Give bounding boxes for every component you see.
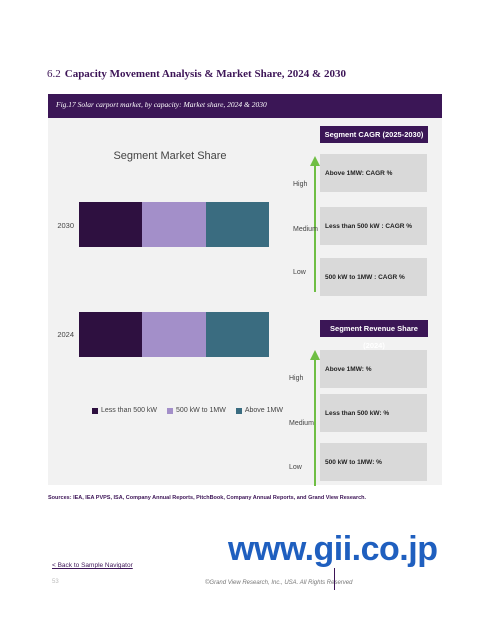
legend-swatch: [235, 407, 242, 414]
cagr-box-above-1mw: Above 1MW: CAGR %: [320, 154, 427, 192]
footer-divider: [334, 568, 335, 590]
legend-swatch: [92, 407, 98, 414]
chart-legend: Less than 500 kW 500 kW to 1MW Above 1MW: [92, 407, 283, 414]
section-title: 6.2 Capacity Movement Analysis & Market S…: [47, 68, 346, 80]
legend-item: Less than 500 kW: [92, 407, 157, 414]
section-title-text: Capacity Movement Analysis & Market Shar…: [64, 68, 346, 80]
tick-label-2024: 2024: [57, 330, 74, 339]
cagr-arrow-icon: [310, 156, 320, 292]
page-number: 53: [52, 579, 59, 585]
cagr-box-less-than-500kw: Less than 500 kW : CAGR %: [320, 207, 427, 245]
section-number: 6.2: [47, 68, 61, 80]
revenue-scale-low: Low: [289, 464, 302, 471]
revenue-box-500kw-to-1mw: 500 kW to 1MW: %: [320, 443, 427, 481]
revenue-arrow-icon: [310, 350, 320, 486]
chart-title: Segment Market Share: [113, 150, 227, 162]
bar-segment: [142, 202, 206, 247]
bar-segment: [205, 312, 269, 357]
tick-label-2030: 2030: [57, 221, 74, 230]
cagr-scale-medium: Medium: [293, 226, 318, 233]
sources-note: Sources: IEA, IEA PVPS, ISA, Company Ann…: [48, 495, 367, 501]
figure-caption: Fig.17 Solar carport market, by capacity…: [56, 100, 267, 109]
bar-segment: [79, 202, 143, 247]
bar-row-2024: [79, 312, 269, 357]
cagr-panel-title: Segment CAGR (2025-2030): [320, 126, 428, 143]
legend-label: 500 kW to 1MW: [176, 407, 226, 414]
figure-banner: [48, 94, 442, 118]
bar-segment: [142, 312, 206, 357]
legend-item: Above 1MW: [235, 407, 283, 414]
copyright-footer: ©Grand View Research, Inc., USA. All Rig…: [205, 580, 353, 586]
bar-segment: [79, 312, 143, 357]
cagr-scale-low: Low: [293, 269, 306, 276]
legend-label: Less than 500 kW: [101, 407, 158, 414]
revenue-box-less-than-500kw: Less than 500 kW: %: [320, 394, 427, 432]
revenue-box-above-1mw: Above 1MW: %: [320, 350, 427, 388]
legend-item: 500 kW to 1MW: [167, 407, 226, 414]
watermark: www.gii.co.jp: [228, 530, 438, 568]
bar-row-2030: [79, 202, 269, 247]
back-to-navigator-link[interactable]: < Back to Sample Navigator: [52, 562, 133, 569]
revenue-panel-title: Segment Revenue Share (2024): [320, 320, 428, 350]
legend-swatch: [167, 407, 174, 414]
bar-segment: [205, 202, 269, 247]
legend-label: Above 1MW: [244, 407, 283, 414]
cagr-box-500kw-to-1mw: 500 kW to 1MW : CAGR %: [320, 258, 427, 296]
revenue-scale-high: High: [289, 375, 304, 382]
revenue-scale-medium: Medium: [289, 420, 314, 427]
cagr-scale-high: High: [293, 181, 308, 188]
